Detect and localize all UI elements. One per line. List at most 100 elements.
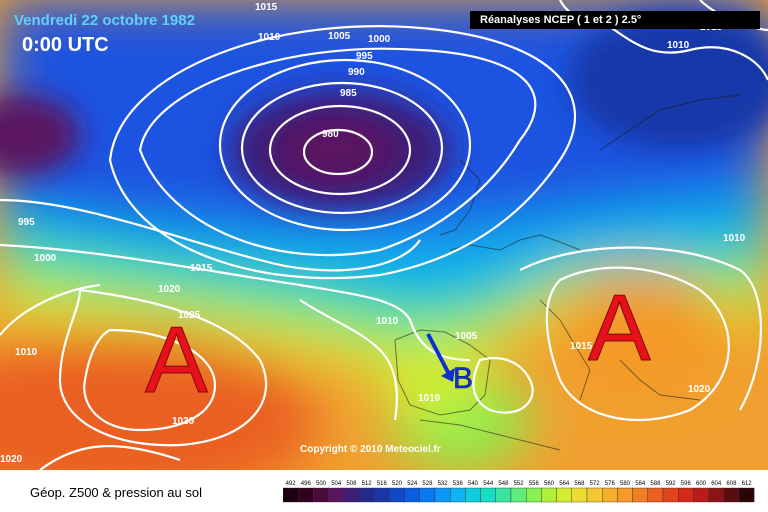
scale-tick-label: 584 bbox=[635, 481, 646, 487]
scale-tick-label: 496 bbox=[301, 481, 312, 487]
scale-tick-label: 588 bbox=[650, 481, 661, 487]
isobar-label: 1030 bbox=[172, 416, 195, 427]
scale-swatch bbox=[313, 487, 329, 503]
geopotential-field bbox=[0, 0, 768, 470]
low-pressure-arrowhead bbox=[441, 368, 455, 382]
scale-tick-label: 520 bbox=[392, 481, 403, 487]
scale-swatch bbox=[708, 487, 725, 503]
isobar-label: 1025 bbox=[178, 310, 201, 321]
scale-tick-label: 524 bbox=[407, 481, 418, 487]
scale-swatch bbox=[389, 487, 405, 503]
scale-swatch bbox=[602, 487, 618, 503]
scale-tick-label: 592 bbox=[666, 481, 677, 487]
scale-tick-label: 492 bbox=[286, 481, 297, 487]
geopotential-map: 1015 1010 1005 1000 995 990 985 980 1010… bbox=[0, 0, 768, 470]
scale-swatch bbox=[343, 487, 360, 503]
scale-swatch bbox=[419, 487, 436, 503]
isobar-label: 1020 bbox=[688, 384, 711, 395]
scale-tick-label: 552 bbox=[514, 481, 525, 487]
low-pressure-marker-iberia: B bbox=[453, 362, 473, 395]
isobar-label: 1015 bbox=[570, 341, 593, 352]
isobar-label: 1020 bbox=[0, 454, 23, 465]
scale-tick-label: 560 bbox=[544, 481, 555, 487]
scale-swatch bbox=[358, 487, 375, 503]
scale-swatch bbox=[525, 487, 542, 503]
scale-tick-label: 512 bbox=[362, 481, 373, 487]
scale-swatch bbox=[297, 487, 314, 503]
scale-swatch bbox=[678, 487, 694, 503]
isobar-label: 990 bbox=[348, 67, 365, 78]
scale-swatch bbox=[632, 487, 649, 503]
scale-swatch bbox=[662, 487, 679, 503]
scale-swatch bbox=[434, 487, 451, 503]
scale-tick-label: 508 bbox=[346, 481, 357, 487]
scale-swatch bbox=[723, 487, 740, 503]
high-pressure-marker-atlantic: A bbox=[145, 307, 208, 412]
scale-tick-label: 556 bbox=[529, 481, 540, 487]
isobar-label: 995 bbox=[18, 217, 35, 228]
scale-tick-label: 596 bbox=[681, 481, 692, 487]
scale-swatch bbox=[449, 487, 466, 503]
scale-swatch bbox=[647, 487, 664, 503]
source-label: Réanalyses NCEP ( 1 et 2 ) 2.5° bbox=[470, 11, 760, 29]
scale-tick-label: 500 bbox=[316, 481, 327, 487]
scale-tick-label: 604 bbox=[711, 481, 722, 487]
scale-swatch bbox=[328, 487, 344, 503]
isobar-label: 980 bbox=[322, 129, 339, 140]
scale-swatch bbox=[373, 487, 390, 503]
scale-swatch bbox=[617, 487, 633, 503]
isobar-label: 1010 bbox=[376, 316, 399, 327]
geopotential-color-scale: 492 496 500 504 508 512 516 520 524 528 532 536 540 5… bbox=[283, 481, 755, 503]
scale-swatch bbox=[586, 487, 603, 503]
isobar-label: 1005 bbox=[455, 331, 478, 342]
isobars bbox=[0, 0, 768, 470]
copyright-label: Copyright © 2010 Meteociel.fr bbox=[300, 444, 441, 455]
scale-tick-label: 568 bbox=[574, 481, 585, 487]
isobar-label: 1000 bbox=[368, 34, 391, 45]
scale-tick-label: 528 bbox=[422, 481, 433, 487]
isobar-label: 995 bbox=[356, 51, 373, 62]
scale-tick-label: 548 bbox=[498, 481, 509, 487]
scale-swatch bbox=[283, 487, 299, 503]
scale-swatch bbox=[404, 487, 420, 503]
scale-tick-label: 580 bbox=[620, 481, 631, 487]
scale-tick-label: 544 bbox=[483, 481, 494, 487]
isobar-label: 1010 bbox=[723, 233, 746, 244]
scale-tick-label: 572 bbox=[590, 481, 601, 487]
scale-swatch bbox=[556, 487, 573, 503]
scale-swatch bbox=[465, 487, 481, 503]
isobar-label: 1000 bbox=[34, 253, 57, 264]
isobar-label: 1010 bbox=[667, 40, 690, 51]
isobar-label: 1020 bbox=[158, 284, 181, 295]
scale-tick-label: 504 bbox=[331, 481, 342, 487]
isobar-label: 1015 bbox=[255, 2, 278, 13]
scale-tick-label: 612 bbox=[742, 481, 753, 487]
scale-tick-label: 536 bbox=[453, 481, 464, 487]
isobar-label: 1010 bbox=[258, 32, 281, 43]
scale-tick-label: 532 bbox=[438, 481, 449, 487]
scale-tick-label: 540 bbox=[468, 481, 479, 487]
low-pressure-arrow bbox=[426, 333, 452, 377]
coastlines bbox=[394, 94, 741, 451]
high-pressure-marker-europe: A bbox=[588, 275, 651, 380]
isobar-label: 985 bbox=[340, 88, 357, 99]
scale-swatch bbox=[510, 487, 527, 503]
scale-swatch bbox=[541, 487, 557, 503]
scale-tick-label: 608 bbox=[726, 481, 737, 487]
isobar-label: 1005 bbox=[328, 31, 351, 42]
scale-swatch bbox=[571, 487, 588, 503]
scale-tick-label: 600 bbox=[696, 481, 707, 487]
map-time: 0:00 UTC bbox=[22, 34, 109, 56]
isobar-label: 1015 bbox=[190, 263, 213, 274]
legend-title: Géop. Z500 & pression au sol bbox=[30, 485, 202, 500]
scale-tick-label: 576 bbox=[605, 481, 616, 487]
isobar-label: 1010 bbox=[418, 393, 441, 404]
scale-tick-label: 564 bbox=[559, 481, 570, 487]
isobar-label: 1010 bbox=[15, 347, 38, 358]
scale-tick-label: 516 bbox=[377, 481, 388, 487]
scale-swatch bbox=[738, 487, 755, 503]
scale-swatch bbox=[495, 487, 512, 503]
scale-swatch bbox=[480, 487, 497, 503]
map-date: Vendredi 22 octobre 1982 bbox=[14, 12, 195, 29]
